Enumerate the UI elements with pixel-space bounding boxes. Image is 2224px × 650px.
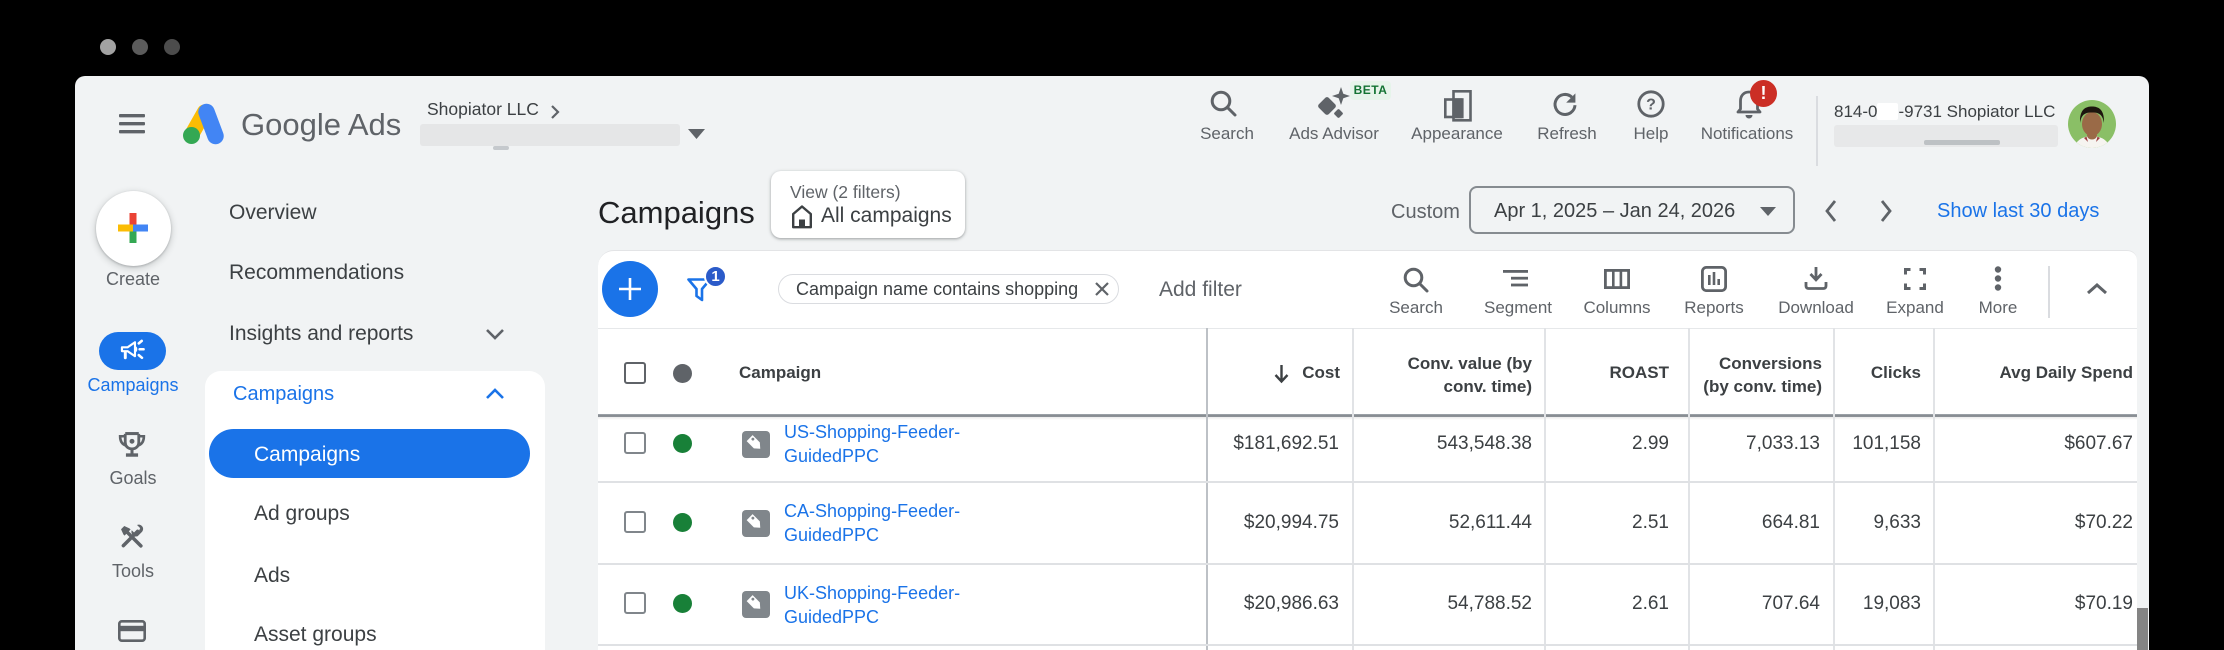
svg-text:?: ?: [1646, 97, 1656, 114]
